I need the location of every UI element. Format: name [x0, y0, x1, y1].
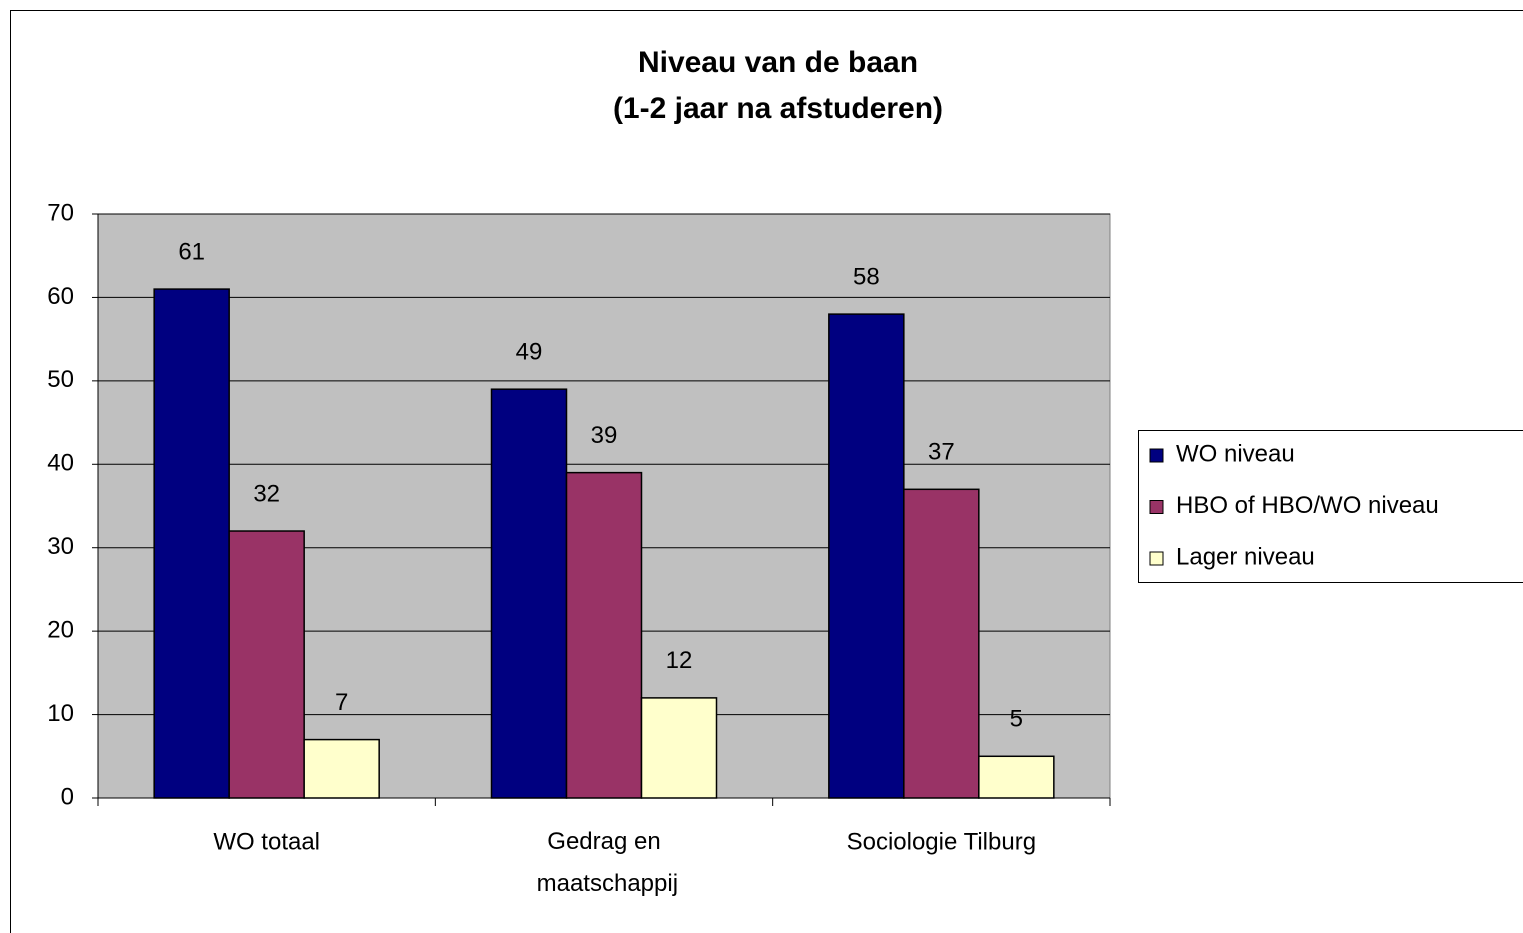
chart-title: Niveau van de baan — [638, 46, 918, 79]
value-label: 5 — [1010, 706, 1023, 733]
bar — [640, 697, 718, 799]
y-tick-label: 50 — [47, 366, 74, 393]
legend-label: WO niveau — [1176, 440, 1295, 467]
value-label: 58 — [853, 263, 880, 290]
y-tick-label: 20 — [47, 616, 74, 643]
value-label: 12 — [666, 647, 693, 674]
y-tick-label: 30 — [47, 533, 74, 560]
value-label: 37 — [928, 439, 955, 466]
value-label: 49 — [516, 339, 543, 366]
legend-swatch — [1149, 500, 1164, 514]
bar — [153, 288, 230, 799]
y-tick-label: 40 — [47, 450, 74, 477]
legend-box — [1138, 430, 1523, 583]
bar — [978, 755, 1055, 799]
y-tick-label: 70 — [47, 199, 74, 226]
x-tick-label: WO totaal — [213, 828, 320, 855]
bar — [490, 388, 568, 799]
value-label: 61 — [178, 238, 205, 265]
value-label: 7 — [335, 689, 348, 716]
legend-swatch — [1149, 551, 1164, 566]
bar — [903, 488, 980, 799]
legend-label: HBO of HBO/WO niveau — [1176, 492, 1439, 519]
bar — [303, 738, 380, 799]
x-tick-label: Gedrag en maatschappij — [530, 828, 678, 897]
y-tick-label: 60 — [47, 283, 74, 310]
chart-subtitle: (1-2 jaar na afstuderen) — [613, 92, 943, 125]
x-tick-label: Sociologie Tilburg — [847, 828, 1036, 855]
bar — [228, 530, 305, 799]
bar — [828, 313, 905, 799]
y-tick-label: 0 — [61, 783, 74, 810]
y-tick-label: 10 — [47, 700, 74, 727]
bar — [565, 471, 643, 799]
legend-swatch — [1149, 448, 1164, 463]
value-label: 39 — [591, 422, 618, 449]
legend-label: Lager niveau — [1176, 543, 1315, 570]
value-label: 32 — [253, 480, 280, 507]
